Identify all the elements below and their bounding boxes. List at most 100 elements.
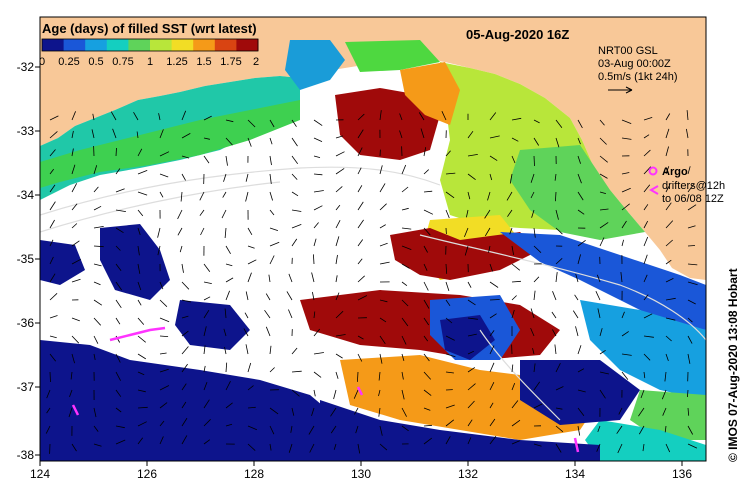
current-arrow-icon xyxy=(203,439,211,445)
current-arrow-icon xyxy=(159,281,164,290)
current-arrow-icon xyxy=(511,137,519,142)
current-arrow-icon xyxy=(93,186,99,193)
current-arrow-icon xyxy=(379,224,386,229)
current-arrow-icon xyxy=(203,115,212,121)
x-tick-label: 126 xyxy=(137,467,157,481)
current-arrow-icon xyxy=(643,149,651,157)
current-arrow-icon xyxy=(687,389,689,398)
x-tick-label: 124 xyxy=(30,467,50,481)
current-arrow-icon xyxy=(511,117,522,121)
current-arrow-icon xyxy=(577,368,585,373)
current-arrow-icon xyxy=(552,329,557,337)
current-arrow-icon xyxy=(247,385,254,391)
current-arrow-icon xyxy=(489,173,493,181)
current-arrow-icon xyxy=(665,259,672,265)
current-arrow-icon xyxy=(115,439,126,445)
current-arrow-icon xyxy=(181,417,188,427)
current-arrow-icon xyxy=(401,263,410,269)
current-arrow-icon xyxy=(335,334,346,337)
drifters-line-2: to 06/08 12Z xyxy=(662,193,724,205)
current-arrow-icon xyxy=(335,151,345,157)
current-arrow-icon xyxy=(115,227,124,234)
current-arrow-icon xyxy=(467,173,476,181)
current-arrow-icon xyxy=(333,443,337,450)
current-arrow-icon xyxy=(288,443,293,453)
current-arrow-icon xyxy=(115,245,121,251)
legend-tick-label: 0.75 xyxy=(112,56,133,68)
plot-area xyxy=(40,17,706,461)
current-arrow-icon xyxy=(159,299,168,307)
current-arrow-icon xyxy=(423,424,433,427)
y-tick-label: -37 xyxy=(17,380,35,394)
current-arrow-icon xyxy=(423,263,428,271)
current-arrow-icon xyxy=(157,245,161,256)
current-arrow-icon xyxy=(665,166,670,175)
current-arrow-icon xyxy=(577,407,585,417)
current-arrow-icon xyxy=(269,137,273,145)
current-arrow-icon xyxy=(401,299,409,307)
current-arrow-icon xyxy=(599,349,606,355)
current-arrow-icon xyxy=(401,317,409,327)
sst-region-darkred-mid xyxy=(390,228,540,280)
y-axis-labels: -32 -33 -34 -35 -36 -37 -38 xyxy=(17,60,35,462)
current-arrow-icon xyxy=(137,421,147,427)
current-arrow-icon xyxy=(599,371,609,375)
current-arrow-icon xyxy=(555,443,562,453)
current-arrow-icon xyxy=(423,437,433,445)
current-arrow-icon xyxy=(423,281,429,291)
current-arrow-icon xyxy=(291,191,299,197)
current-arrow-icon xyxy=(181,281,190,290)
current-arrow-icon xyxy=(159,402,168,409)
current-arrow-icon xyxy=(115,168,121,175)
current-arrow-icon xyxy=(330,425,337,434)
current-arrow-icon xyxy=(379,335,386,345)
current-arrow-icon xyxy=(269,345,272,355)
current-arrow-icon xyxy=(664,371,667,382)
legend-tick-label: 1 xyxy=(147,56,153,68)
current-arrow-icon xyxy=(554,344,557,355)
current-arrow-icon xyxy=(489,418,496,427)
current-arrow-icon xyxy=(599,155,608,163)
current-arrow-icon xyxy=(245,191,249,202)
current-arrow-icon xyxy=(49,219,55,229)
current-arrow-icon xyxy=(445,281,450,292)
current-arrow-icon xyxy=(133,112,139,121)
current-arrow-icon xyxy=(291,137,298,147)
current-arrow-icon xyxy=(687,335,693,344)
current-arrow-icon xyxy=(506,191,513,201)
current-arrow-icon xyxy=(577,173,582,184)
current-arrow-icon xyxy=(69,389,73,398)
current-arrow-icon xyxy=(401,227,412,230)
current-arrow-icon xyxy=(484,227,491,237)
current-arrow-icon xyxy=(467,383,476,391)
current-arrow-icon xyxy=(137,406,148,409)
current-arrow-icon xyxy=(137,353,147,360)
current-arrow-icon xyxy=(577,191,584,201)
current-arrow-icon xyxy=(445,263,448,274)
current-arrow-icon xyxy=(71,203,78,211)
current-arrow-icon xyxy=(221,209,227,219)
current-arrow-icon xyxy=(618,407,623,415)
current-arrow-icon xyxy=(357,147,363,157)
current-arrow-icon xyxy=(687,317,693,323)
current-arrow-icon xyxy=(467,317,478,320)
current-arrow-icon xyxy=(423,227,431,236)
current-arrow-icon xyxy=(115,407,122,413)
sst-patch-green2 xyxy=(345,40,440,72)
current-arrow-icon xyxy=(181,363,188,373)
current-arrow-icon xyxy=(181,346,189,355)
current-arrow-icon xyxy=(399,130,403,139)
current-arrow-icon xyxy=(577,254,581,265)
current-arrow-icon xyxy=(291,119,297,127)
current-arrow-icon xyxy=(418,112,425,121)
sst-region-teal-east xyxy=(580,300,706,400)
current-arrow-icon xyxy=(159,352,167,355)
legend-title: Age (days) of filled SST (wrt latest) xyxy=(42,21,257,36)
current-arrow-icon xyxy=(291,238,298,247)
drifter-arrow-icon xyxy=(648,185,659,195)
current-arrow-icon xyxy=(489,155,498,161)
current-arrow-icon xyxy=(532,348,535,355)
current-arrow-icon xyxy=(643,371,646,379)
current-arrow-icon xyxy=(489,263,493,272)
current-arrow-icon xyxy=(335,275,338,283)
